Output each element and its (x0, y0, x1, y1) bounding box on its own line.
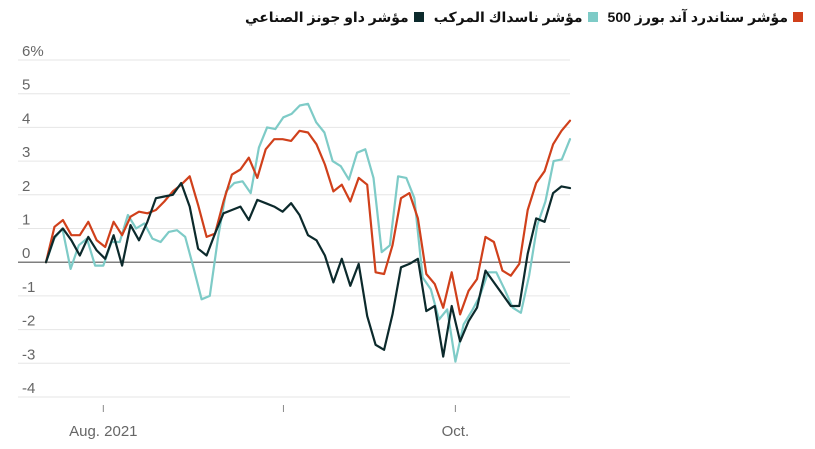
legend: مؤشر ستاندرد آند بورز 500 مؤشر ناسداك ال… (235, 8, 803, 26)
legend-swatch-sp500 (793, 12, 803, 22)
legend-swatch-dow (413, 12, 424, 22)
legend-item-dow: مؤشر داو جونز الصناعي (245, 8, 424, 26)
legend-label-dow: مؤشر داو جونز الصناعي (245, 9, 409, 25)
y-tick-label: 5 (22, 77, 30, 94)
x-tick-label: Oct. (442, 423, 470, 440)
legend-item-sp500: مؤشر ستاندرد آند بورز 500 (608, 8, 803, 26)
dow-line (44, 181, 572, 358)
legend-swatch-nasdaq (587, 12, 598, 22)
y-tick-label: -2 (22, 313, 35, 330)
x-tick-label: Aug. 2021 (69, 423, 137, 440)
y-tick-label: -3 (22, 346, 35, 363)
sp500-line (44, 119, 572, 316)
y-tick-label: 2 (22, 178, 30, 195)
y-tick-label: 6% (22, 43, 44, 60)
y-tick-label: 4 (22, 110, 30, 127)
legend-label-nasdaq: مؤشر ناسداك المركب (433, 9, 583, 25)
y-tick-label: 0 (22, 245, 30, 262)
y-tick-label: 1 (22, 212, 30, 229)
legend-item-nasdaq: مؤشر ناسداك المركب (434, 8, 598, 26)
legend-label-sp500: مؤشر ستاندرد آند بورز 500 (607, 9, 788, 25)
y-tick-label: -1 (22, 279, 35, 296)
y-tick-label: -4 (22, 380, 35, 397)
y-tick-label: 3 (22, 144, 30, 161)
